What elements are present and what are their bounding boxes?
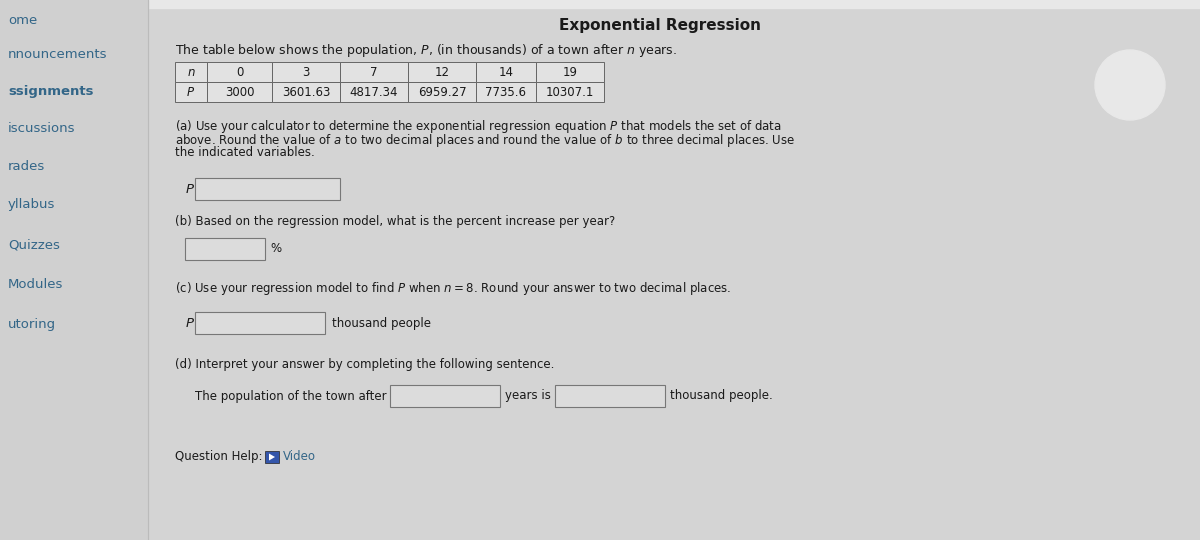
Text: Quizzes: Quizzes: [8, 238, 60, 251]
Bar: [476, 62, 536, 82]
Bar: [536, 82, 604, 102]
Bar: [390, 385, 500, 407]
Text: 0: 0: [236, 65, 244, 78]
Bar: [265, 451, 278, 463]
Text: The population of the town after: The population of the town after: [194, 390, 386, 403]
Text: $P=$: $P=$: [185, 183, 208, 196]
Text: rades: rades: [8, 160, 46, 173]
Circle shape: [1096, 50, 1165, 120]
Bar: [340, 62, 408, 82]
Bar: [208, 62, 272, 82]
Polygon shape: [269, 454, 275, 461]
Bar: [0, 0, 148, 540]
Text: %: %: [270, 242, 281, 255]
Text: 14: 14: [498, 65, 514, 78]
Bar: [148, 0, 1200, 8]
Text: ome: ome: [8, 14, 37, 27]
Text: utoring: utoring: [8, 318, 56, 331]
Bar: [185, 238, 265, 260]
Text: Modules: Modules: [8, 278, 64, 291]
Text: 3000: 3000: [224, 85, 254, 98]
Bar: [194, 178, 340, 200]
Text: thousand people.: thousand people.: [670, 389, 773, 402]
Text: 3: 3: [302, 65, 310, 78]
Text: 4817.34: 4817.34: [349, 85, 398, 98]
Text: $n$: $n$: [187, 65, 196, 78]
Text: (a) Use your calculator to determine the exponential regression equation $P$ tha: (a) Use your calculator to determine the…: [175, 118, 782, 135]
Text: Question Help:: Question Help:: [175, 450, 266, 463]
Text: 19: 19: [563, 65, 577, 78]
Bar: [476, 82, 536, 102]
Text: Exponential Regression: Exponential Regression: [559, 18, 761, 33]
Text: the indicated variables.: the indicated variables.: [175, 146, 314, 159]
Text: 3601.63: 3601.63: [282, 85, 330, 98]
Text: thousand people: thousand people: [332, 316, 431, 329]
Bar: [194, 312, 325, 334]
Bar: [340, 82, 408, 102]
Bar: [272, 62, 340, 82]
Text: ssignments: ssignments: [8, 85, 94, 98]
Bar: [208, 82, 272, 102]
Text: The table below shows the population, $P$, (in thousands) of a town after $n$ ye: The table below shows the population, $P…: [175, 42, 677, 59]
Text: $P=$: $P=$: [185, 317, 208, 330]
Text: nnouncements: nnouncements: [8, 48, 108, 61]
Text: 10307.1: 10307.1: [546, 85, 594, 98]
Text: (b) Based on the regression model, what is the percent increase per year?: (b) Based on the regression model, what …: [175, 215, 616, 228]
Text: yllabus: yllabus: [8, 198, 55, 211]
Text: 12: 12: [434, 65, 450, 78]
Bar: [408, 62, 476, 82]
Bar: [272, 82, 340, 102]
Text: 6959.27: 6959.27: [418, 85, 467, 98]
Bar: [554, 385, 665, 407]
Bar: [175, 62, 208, 82]
Text: (d) Interpret your answer by completing the following sentence.: (d) Interpret your answer by completing …: [175, 358, 554, 371]
Text: iscussions: iscussions: [8, 122, 76, 135]
Text: (c) Use your regression model to find $P$ when $n = 8$. Round your answer to two: (c) Use your regression model to find $P…: [175, 280, 731, 297]
Bar: [408, 82, 476, 102]
Bar: [536, 62, 604, 82]
Text: Video: Video: [283, 450, 316, 463]
Text: years is: years is: [505, 389, 551, 402]
Text: above. Round the value of $a$ to two decimal places and round the value of $b$ t: above. Round the value of $a$ to two dec…: [175, 132, 796, 149]
Text: 7: 7: [371, 65, 378, 78]
Text: $P$: $P$: [186, 85, 196, 98]
Bar: [175, 82, 208, 102]
Text: 7735.6: 7735.6: [486, 85, 527, 98]
